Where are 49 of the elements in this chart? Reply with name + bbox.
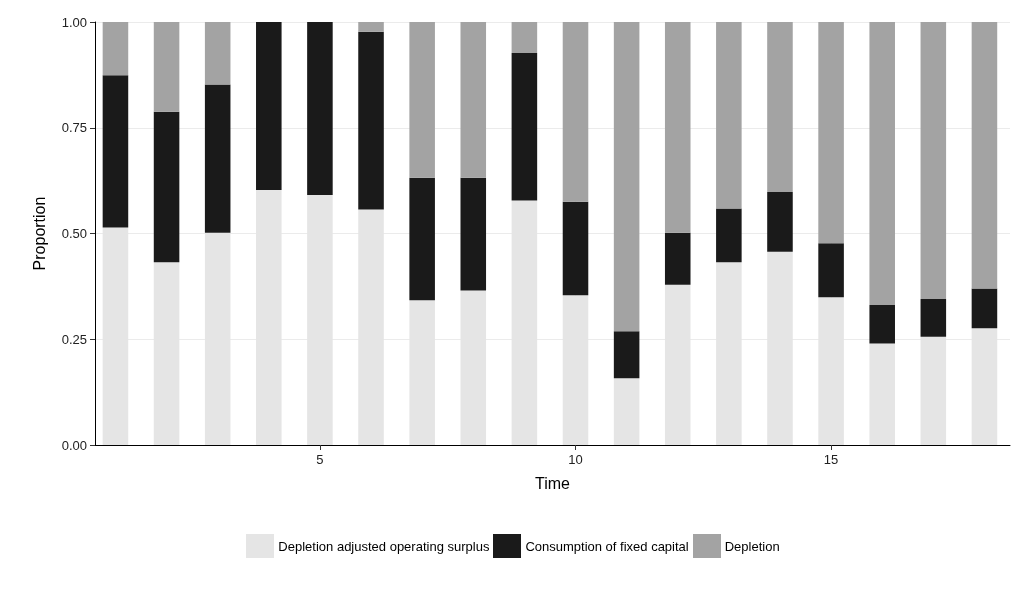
- x-tick-label: 5: [316, 452, 324, 467]
- bar: [818, 243, 844, 298]
- bar: [562, 201, 589, 296]
- bar: [102, 22, 129, 76]
- bar: [613, 22, 640, 332]
- bar: [869, 22, 895, 305]
- bar: [307, 22, 333, 196]
- bar: [971, 22, 998, 289]
- bar: [767, 192, 793, 252]
- y-tick-label: 0.50: [61, 226, 87, 241]
- bar: [511, 22, 538, 53]
- y-tick-label: 0.00: [61, 437, 87, 453]
- bar: [409, 177, 435, 301]
- bar: [869, 304, 895, 344]
- bar: [613, 331, 640, 379]
- bar: [971, 288, 998, 329]
- bar: [920, 299, 947, 337]
- y-tick-label: 1.00: [61, 14, 87, 30]
- bar: [920, 22, 947, 300]
- bar: [204, 22, 231, 85]
- bar: [562, 22, 589, 202]
- bar: [102, 75, 129, 228]
- bar: [818, 22, 844, 244]
- y-tick-label: 0.25: [61, 331, 87, 347]
- bar: [460, 177, 487, 291]
- bar: [153, 111, 180, 263]
- bar: [511, 52, 538, 201]
- bar: [358, 31, 384, 210]
- bar: [613, 378, 640, 445]
- bar: [256, 22, 282, 190]
- legend-label: Consumption of fixed capital: [525, 538, 689, 554]
- x-tick-label: 15: [823, 452, 839, 467]
- bar: [460, 22, 487, 178]
- bar: [204, 84, 231, 233]
- bar: [409, 22, 435, 178]
- y-tick-label: 0.75: [61, 120, 87, 136]
- bar: [153, 22, 180, 112]
- bar: [767, 22, 793, 193]
- bar: [716, 22, 742, 209]
- x-tick-label: 10: [568, 452, 583, 467]
- bar: [664, 232, 691, 285]
- bar: [358, 22, 384, 32]
- legend-label: Depletion adjusted operating surplus: [278, 538, 490, 554]
- bar: [869, 343, 895, 445]
- x-axis-title: Time: [535, 474, 571, 492]
- y-axis-title: Proportion: [30, 196, 48, 271]
- bar: [716, 208, 742, 263]
- legend-label: Depletion: [724, 538, 780, 554]
- bar: [664, 22, 691, 233]
